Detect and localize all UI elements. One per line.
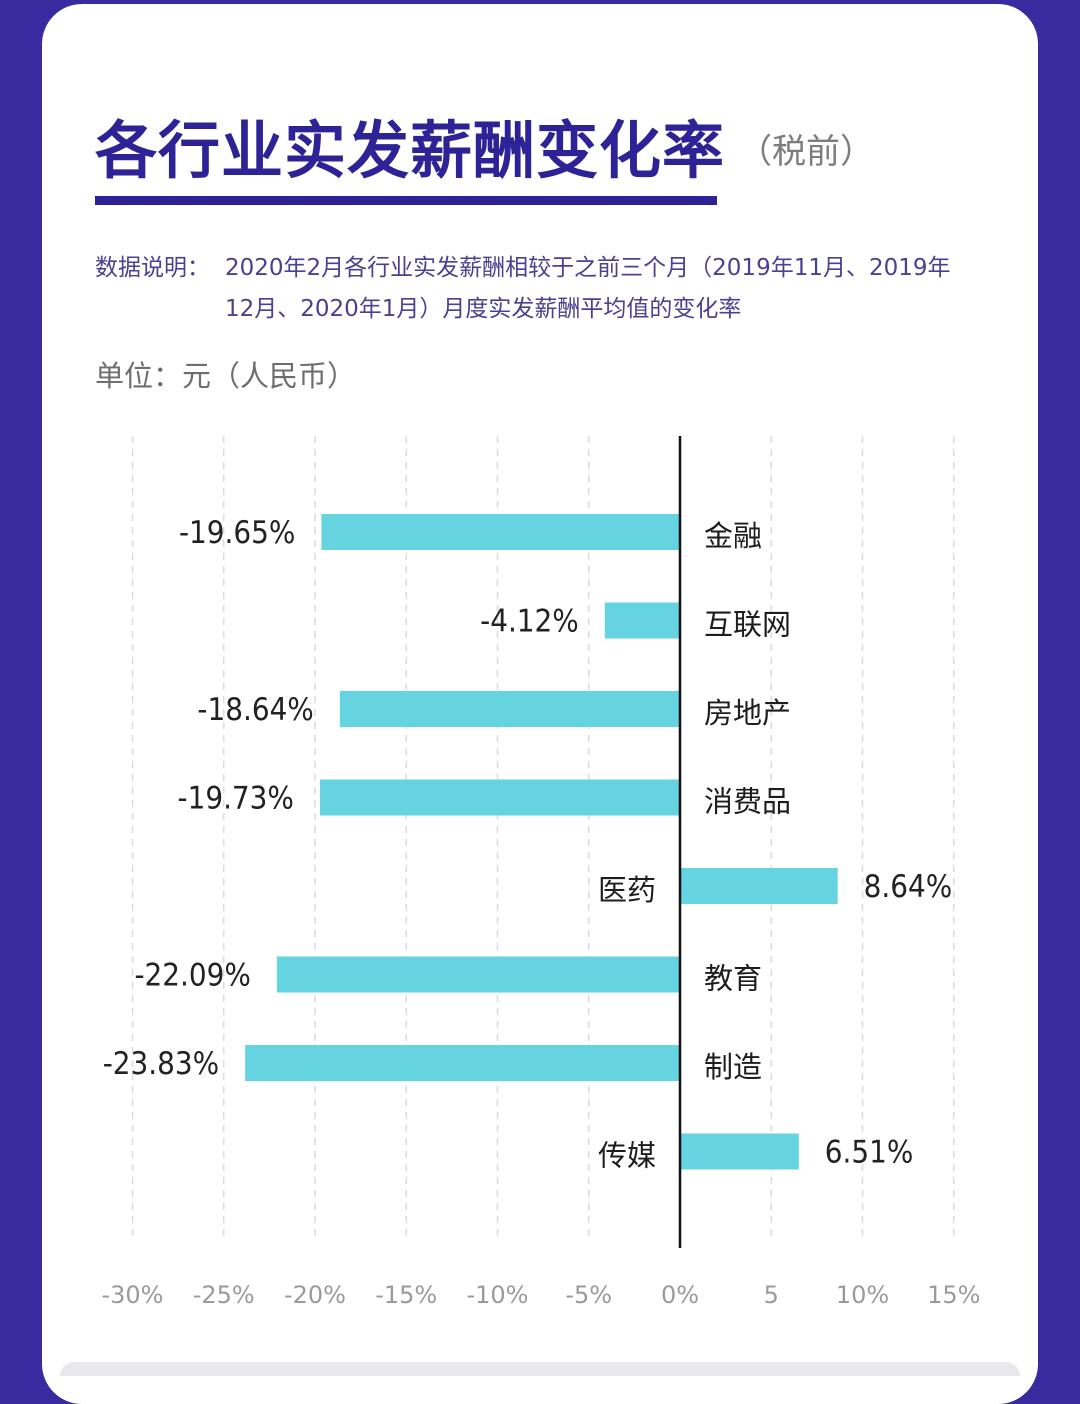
- bar: [339, 691, 680, 727]
- bar: [319, 779, 680, 816]
- bar-value-label: -23.83%: [103, 1046, 219, 1082]
- title-underline: [95, 196, 717, 205]
- x-tick-label: -20%: [284, 1281, 346, 1309]
- category-label: 传媒: [598, 1139, 656, 1173]
- x-tick-label: -15%: [375, 1281, 437, 1309]
- category-label: 消费品: [704, 785, 791, 819]
- bar: [276, 956, 680, 993]
- category-label: 制造: [704, 1050, 762, 1084]
- bar-value-label: -22.09%: [134, 958, 250, 994]
- bar: [245, 1045, 681, 1081]
- unit-label: 单位：元（人民币）: [95, 359, 357, 393]
- bar-value-label: -19.65%: [179, 515, 295, 551]
- category-label: 金融: [704, 519, 762, 553]
- bar: [680, 868, 838, 904]
- bar-value-label: 6.51%: [825, 1135, 914, 1171]
- bar-value-label: -18.64%: [197, 692, 313, 728]
- x-tick-label: 5: [764, 1281, 779, 1309]
- bar-chart: -30% -25% -20% -15% -10% -5% 0% 5 10% 15% -19.65% 金…: [101, 436, 980, 1309]
- category-label: 教育: [704, 962, 762, 996]
- x-tick-label: -25%: [193, 1281, 255, 1309]
- data-note-text: 2020年2月各行业实发薪酬相较于之前三个月（2019年11月、2019年12月…: [225, 255, 951, 322]
- category-label: 房地产: [704, 696, 791, 730]
- chart-title: 各行业实发薪酬变化率: [95, 114, 726, 187]
- bar: [321, 514, 680, 550]
- chart-subtitle: （税前）: [738, 132, 874, 172]
- bar-value-label: 8.64%: [864, 869, 953, 905]
- x-tick-label: -5%: [565, 1281, 612, 1309]
- x-tick-label: -10%: [466, 1281, 528, 1309]
- x-tick-label: -30%: [101, 1281, 163, 1309]
- bar: [604, 602, 680, 639]
- bar-value-label: -4.12%: [480, 604, 579, 640]
- data-note-label: 数据说明：: [95, 255, 210, 281]
- data-note: 数据说明： 2020年2月各行业实发薪酬相较于之前三个月（2019年11月、20…: [95, 248, 975, 330]
- x-tick-label: 10%: [836, 1281, 889, 1309]
- category-label: 互联网: [704, 608, 791, 642]
- category-label: 医药: [598, 873, 656, 907]
- x-tick-label: 0%: [661, 1281, 699, 1309]
- x-tick-label: 15%: [927, 1281, 980, 1309]
- bar: [680, 1133, 799, 1170]
- bar-value-label: -19.73%: [178, 781, 294, 817]
